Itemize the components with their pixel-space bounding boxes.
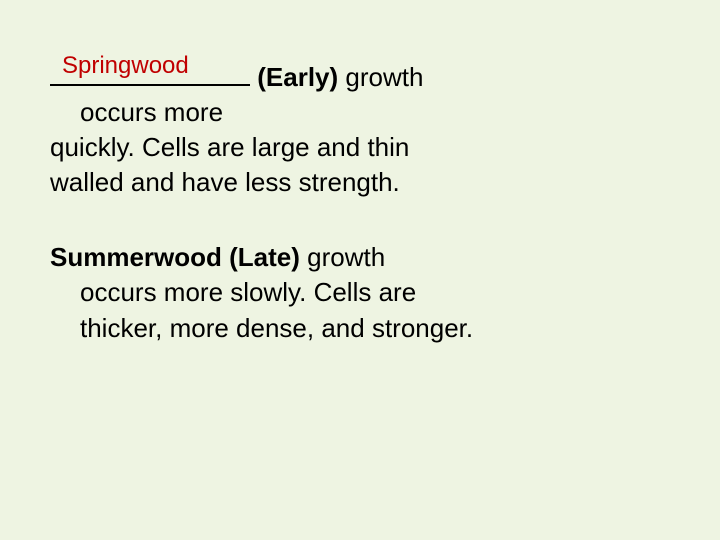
line-2: occurs more slowly. Cells are [50, 275, 670, 310]
line1-rest: growth [300, 242, 385, 272]
summerwood-late-label: Summerwood (Late) [50, 242, 300, 272]
line-2: occurs more [50, 95, 670, 130]
summerwood-paragraph: Summerwood (Late) growth occurs more slo… [50, 240, 670, 345]
early-label: (Early) [257, 62, 338, 92]
line-4: walled and have less strength. [50, 165, 670, 200]
line-1: Springwood (Early) growth [50, 60, 670, 95]
line-3: thicker, more dense, and stronger. [50, 311, 670, 346]
blank-answer: Springwood [62, 50, 189, 82]
line1-rest: growth [338, 62, 423, 92]
springwood-paragraph: Springwood (Early) growth occurs more qu… [50, 60, 670, 200]
line-1: Summerwood (Late) growth [50, 240, 670, 275]
fill-in-blank: Springwood [50, 84, 250, 86]
line-3: quickly. Cells are large and thin [50, 130, 670, 165]
